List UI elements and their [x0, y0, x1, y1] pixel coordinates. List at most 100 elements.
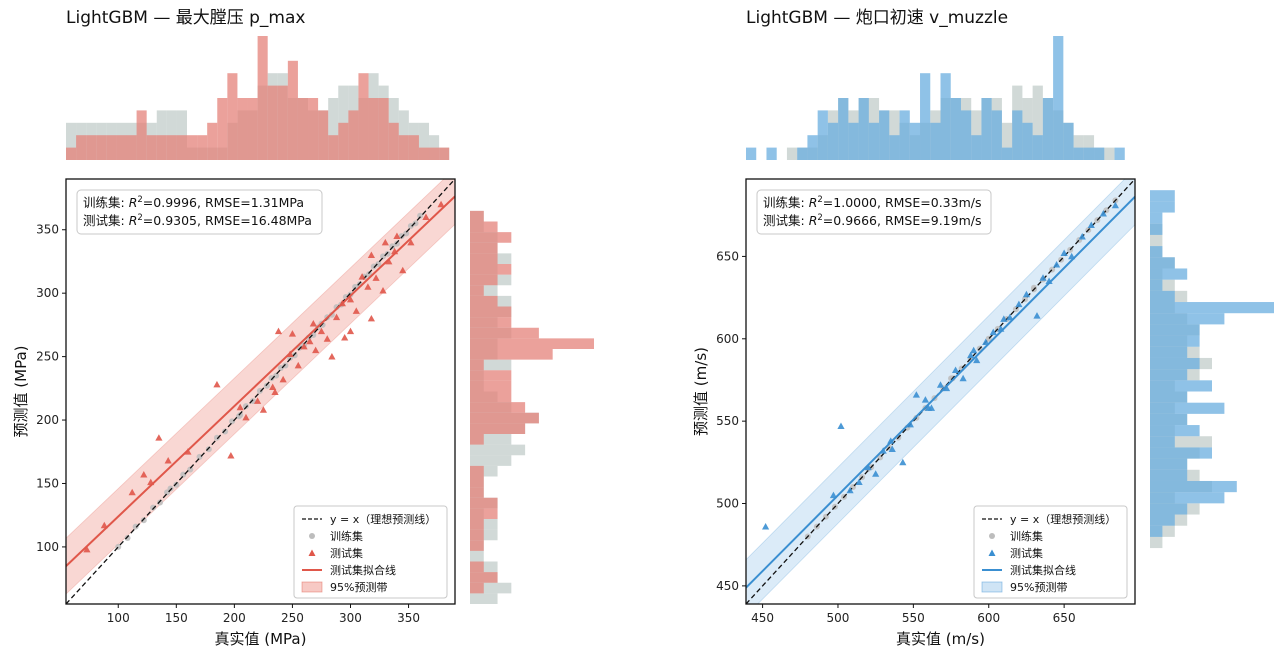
right-hist-bar-test [470, 561, 484, 573]
stats-train-r2: =0.9996 [143, 195, 197, 210]
test-point [887, 437, 895, 444]
plot-area [746, 179, 1135, 604]
y-axis-label: 预测值 (MPa) [12, 346, 30, 438]
test-point [338, 299, 346, 307]
train-point [196, 453, 203, 460]
legend-label: y = x（理想预测线） [1010, 512, 1116, 526]
top-hist-bar-test [146, 135, 157, 160]
right-hist-bar-test [470, 264, 512, 275]
x-tick-label: 450 [751, 611, 774, 625]
top-hist-bar-test [176, 135, 188, 160]
stats-test: 测试集: R2=0.9305, RMSE=16.48MPa [83, 213, 312, 228]
test-point [393, 232, 401, 239]
test-point [967, 351, 975, 359]
test-point [1022, 290, 1031, 298]
right-hist-bar-test [470, 412, 539, 424]
train-point [273, 372, 280, 379]
legend-label: y = x（理想预测线） [330, 512, 436, 526]
y-tick-label: 600 [716, 332, 739, 346]
right-hist-bar-test [470, 295, 498, 307]
stats-train-prefix: 训练集: [763, 195, 809, 210]
test-point [1099, 209, 1107, 217]
train-point [229, 418, 236, 425]
right-hist-bar-train [470, 593, 498, 604]
y-tick-label: 250 [36, 350, 59, 364]
legend-label: 训练集 [330, 529, 363, 543]
train-point [132, 523, 139, 530]
right-hist-bar-test [470, 391, 512, 403]
top-hist-bar-test [136, 110, 147, 160]
test-point [989, 328, 997, 336]
legend-key-test [988, 549, 996, 556]
r2-symbol: R [809, 213, 818, 228]
fit-line [66, 195, 455, 567]
top-hist-bar-train [786, 147, 798, 160]
test-point [274, 327, 283, 335]
test-point [328, 353, 336, 360]
right-hist-bar-test [1150, 391, 1188, 403]
right-hist-bar-train [470, 359, 512, 371]
top-hist-bar-test [868, 122, 880, 160]
test-point [306, 337, 314, 345]
test-point [128, 488, 136, 496]
top-hist-bar-test [368, 98, 379, 160]
right-hist-bar-test [1150, 346, 1188, 358]
top-hist-bar-test [899, 110, 910, 160]
y-tick-label: 650 [716, 249, 739, 263]
test-point [942, 384, 951, 392]
test-point [951, 366, 960, 373]
top-hist-bar-test [1114, 147, 1125, 160]
legend-key-train [309, 533, 315, 539]
top-hist-bar-test [66, 147, 77, 160]
train-point [403, 230, 410, 237]
right-hist-bar-test [1150, 257, 1175, 269]
x-axis-label: 真实值 (MPa) [215, 630, 307, 648]
legend-frame [973, 505, 1128, 599]
x-tick-label: 250 [281, 611, 304, 625]
train-point [164, 489, 171, 496]
top-hist-bar-test [156, 135, 167, 160]
train-point [277, 365, 284, 372]
top-hist-bar-test [807, 135, 818, 160]
test-point [829, 491, 838, 499]
top-hist-bar-test [971, 135, 982, 160]
test-point [872, 470, 880, 477]
right-hist-bar-test [470, 519, 484, 530]
top-hist-bar-test [1022, 122, 1033, 160]
top-hist-bar-test [858, 98, 869, 160]
top-hist-bar-test [879, 110, 890, 160]
test-point [422, 213, 430, 220]
right-hist-bar-test [1150, 514, 1175, 526]
train-point [180, 471, 187, 478]
test-point [279, 375, 287, 383]
right-hist-bar-test [470, 285, 484, 296]
train-point [237, 411, 244, 418]
test-point [288, 330, 297, 337]
r2-exponent: 2 [817, 195, 822, 205]
top-hist-bar-test [348, 110, 359, 160]
top-hist-bar-test [429, 147, 440, 160]
top-hist-bar-test [197, 135, 208, 160]
top-hist-bar-train [66, 122, 77, 160]
test-point [385, 257, 393, 265]
x-tick-label: 550 [902, 611, 925, 625]
test-point [286, 350, 294, 357]
train-point [393, 240, 400, 247]
right-hist-bar-test [1150, 246, 1163, 258]
test-point [399, 266, 407, 274]
right-hist-bar-test [1150, 413, 1188, 426]
x-tick-label: 200 [223, 611, 246, 625]
top-hist-bar-test [227, 73, 238, 160]
test-point [164, 457, 172, 464]
test-point [367, 314, 375, 322]
right-hist-bar-test [470, 572, 498, 583]
ideal-line [66, 179, 455, 604]
right-hist-bar-test [1150, 480, 1237, 493]
right-hist-bar-test [470, 540, 484, 551]
top-hist-bar-test [207, 122, 218, 160]
right-hist-bar-test [1150, 369, 1188, 381]
top-hist-bar-test [1053, 36, 1064, 160]
right-hist-bar-test [470, 370, 512, 381]
